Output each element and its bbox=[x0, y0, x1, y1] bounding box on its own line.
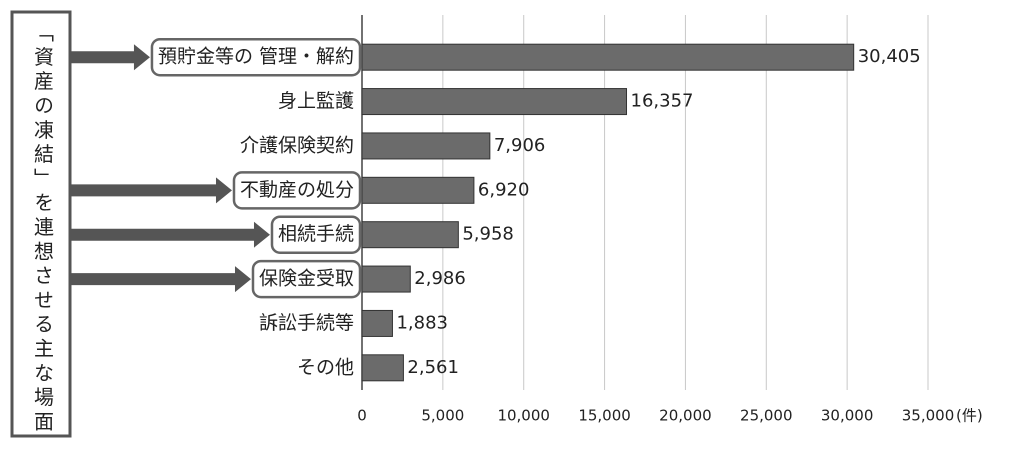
value-label: 5,958 bbox=[462, 224, 514, 245]
arrow bbox=[70, 44, 150, 71]
value-label: 1,883 bbox=[396, 312, 448, 333]
value-label: 6,920 bbox=[478, 179, 530, 200]
bar bbox=[361, 176, 475, 204]
highlight-box bbox=[251, 259, 362, 299]
y-tick-label: 身上監護 bbox=[278, 90, 354, 112]
x-tick-label: 0 bbox=[357, 407, 367, 425]
value-label: 7,906 bbox=[494, 135, 546, 156]
x-tick-label: 30,000 bbox=[821, 407, 874, 425]
highlight-box bbox=[150, 37, 362, 77]
x-tick-label: 5,000 bbox=[421, 407, 464, 425]
arrow bbox=[70, 221, 270, 248]
y-tick-label: その他 bbox=[297, 356, 354, 378]
value-label: 16,357 bbox=[631, 91, 694, 112]
highlight-box bbox=[232, 171, 362, 210]
y-tick-label: 預貯金等の 管理・解約 bbox=[158, 46, 354, 68]
value-label: 2,561 bbox=[407, 357, 459, 378]
bar bbox=[361, 309, 393, 337]
annotation: 「資産の凍結」を連想させる主な場面 bbox=[31, 22, 55, 435]
y-tick-label: 相続手続 bbox=[278, 223, 354, 245]
highlight-box bbox=[270, 215, 362, 254]
value-label: 2,986 bbox=[414, 268, 466, 289]
bar bbox=[361, 43, 855, 71]
bar bbox=[361, 354, 404, 382]
x-unit: (件) bbox=[956, 407, 983, 425]
x-tick-label: 10,000 bbox=[497, 407, 550, 425]
arrow bbox=[70, 266, 251, 293]
x-tick-label: 35,000 bbox=[902, 407, 955, 425]
annotation-box bbox=[10, 10, 72, 438]
x-tick-label: 15,000 bbox=[578, 407, 631, 425]
x-tick-label: 25,000 bbox=[740, 407, 793, 425]
bar bbox=[361, 265, 411, 293]
value-label: 30,405 bbox=[858, 46, 921, 67]
arrow bbox=[70, 177, 232, 204]
y-tick-label: 保険金受取 bbox=[259, 268, 354, 290]
x-tick-label: 20,000 bbox=[659, 407, 712, 425]
y-tick-label: 不動産の処分 bbox=[240, 179, 354, 201]
y-tick-label: 訴訟手続等 bbox=[259, 312, 354, 334]
bar bbox=[361, 88, 628, 116]
bar bbox=[361, 132, 491, 160]
bar bbox=[361, 221, 459, 249]
y-tick-label: 介護保険契約 bbox=[240, 134, 354, 156]
